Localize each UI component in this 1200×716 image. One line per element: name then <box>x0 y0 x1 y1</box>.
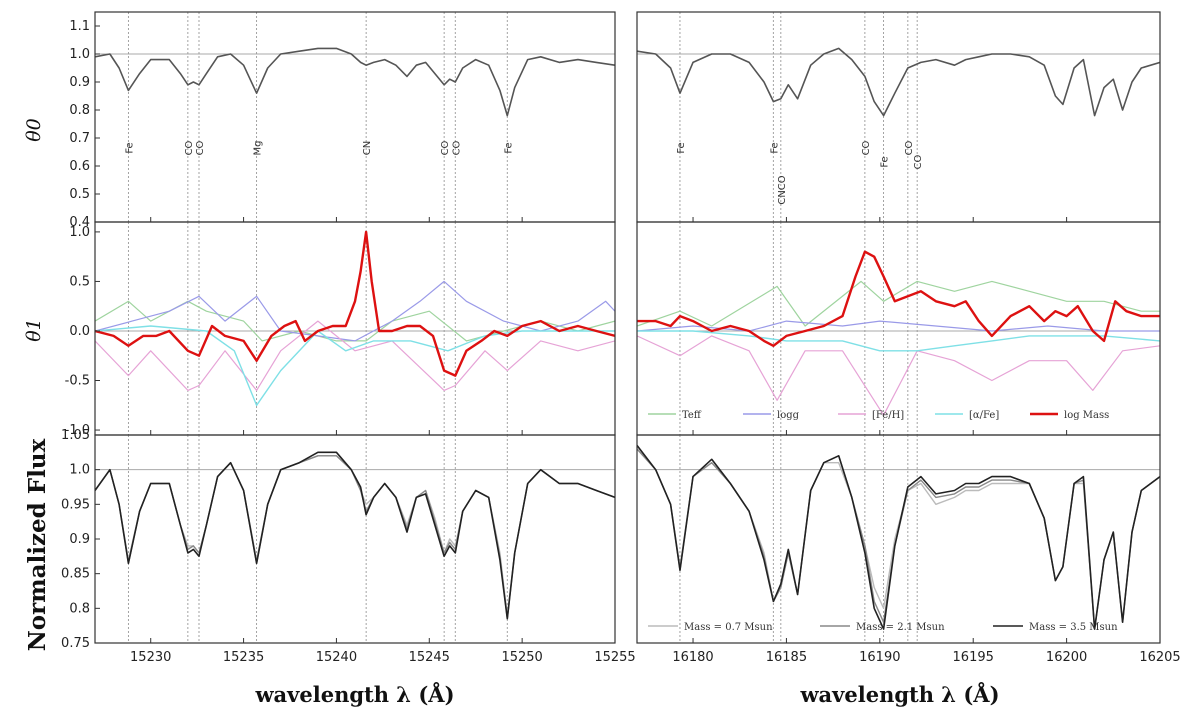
series-line-mass-2-1-msun <box>95 455 615 620</box>
series-line-log-mass <box>95 230 615 377</box>
xlabel-right: wavelength λ (Å) <box>799 682 999 707</box>
x-tick-label: 16190 <box>859 650 900 665</box>
series-line--fe- <box>637 330 1160 352</box>
line-label-fe: Fe <box>769 142 780 153</box>
series-group <box>637 47 1160 117</box>
y-tick-label: 0.0 <box>69 324 90 339</box>
legend-theta1: Teff logg [Fe/H] [α/Fe] log Mass <box>648 410 1109 421</box>
panel-1-row-1 <box>636 221 1161 436</box>
legend-label: Mass = 2.1 Msun <box>856 622 945 633</box>
line-label-co: CO <box>195 140 206 155</box>
ylabel-theta0: θ0 <box>23 118 45 142</box>
x-tick-label: 16185 <box>766 650 807 665</box>
line-label-co: CO <box>913 154 924 169</box>
series-line-teff <box>637 280 1160 327</box>
y-tick-label: 0.75 <box>61 636 90 651</box>
x-tick-label: 15255 <box>594 650 635 665</box>
series-line-theta0 <box>637 47 1160 117</box>
series-line-mass-3-5-msun <box>95 451 615 620</box>
panel-0-row-2: 0.75 0.8 0.85 0.9 0.95 1.0 1.05 15230 15235 15240… <box>61 428 636 665</box>
legend-flux: Mass = 0.7 Msun Mass = 2.1 Msun Mass = 3.5… <box>648 622 1118 633</box>
y-tick-label: 0.5 <box>69 274 90 289</box>
line-label-cn: CN <box>362 141 373 155</box>
line-label-mg: Mg <box>253 141 264 156</box>
y-tick-label: 0.8 <box>69 103 90 118</box>
series-line-log-mass <box>637 250 1160 347</box>
y-tick-label: -0.5 <box>65 374 90 389</box>
y-tick-label: 0.9 <box>69 532 90 547</box>
line-label-co: CO <box>440 140 451 155</box>
line-label-cnco: CNCO <box>777 175 788 204</box>
y-tick-label: 1.05 <box>61 428 90 443</box>
x-tick-label: 15230 <box>130 650 171 665</box>
line-label-co: CO <box>861 140 872 155</box>
ylabel-theta1: θ1 <box>23 318 45 342</box>
series-line--fe-h- <box>95 320 615 391</box>
x-tick-label: 16205 <box>1139 650 1180 665</box>
series-group <box>95 230 615 406</box>
y-tick-label: 0.7 <box>69 131 90 146</box>
y-tick-label: 0.4 <box>69 215 90 230</box>
legend-label: Mass = 0.7 Msun <box>684 622 773 633</box>
y-tick-label: 1.0 <box>69 47 90 62</box>
x-tick-label: 15240 <box>316 650 357 665</box>
series-line-mass-0-7-msun <box>637 448 1160 630</box>
y-tick-label: 1.1 <box>69 19 90 34</box>
axes-frame <box>636 434 1161 644</box>
legend-label: Mass = 3.5 Msun <box>1029 622 1118 633</box>
legend-label: logg <box>777 410 800 421</box>
line-label-fe: Fe <box>503 142 514 153</box>
series-group <box>637 444 1160 630</box>
y-tick-label: 1.0 <box>69 225 90 240</box>
series-line-logg <box>95 280 615 342</box>
panel-1-row-2: 16180 16185 16190 16195 16200 16205 <box>636 434 1181 665</box>
series-group <box>95 451 615 620</box>
panel-0-row-0: 0.40.50.60.70.80.91.01.1Fe CO CO Mg CN CO CO Fe <box>69 11 616 230</box>
y-tick-label: 0.9 <box>69 75 90 90</box>
panel-0-row-1: -1.0 -0.5 0.0 0.5 1.0 <box>65 221 616 438</box>
line-label-co: CO <box>904 140 915 155</box>
xlabel-left: wavelength λ (Å) <box>254 682 454 707</box>
line-label-co: CO <box>184 140 195 155</box>
y-tick-label: -1.0 <box>65 423 90 438</box>
series-line-theta0 <box>95 47 615 117</box>
legend-label: [Fe/H] <box>872 410 904 421</box>
series-line--fe-h- <box>637 335 1160 416</box>
y-tick-label: 0.6 <box>69 159 90 174</box>
x-tick-label: 15245 <box>409 650 450 665</box>
line-label-co: CO <box>451 140 462 155</box>
y-tick-label: 0.8 <box>69 601 90 616</box>
legend-label: [α/Fe] <box>969 410 999 421</box>
series-group <box>95 47 615 117</box>
y-tick-label: 0.95 <box>61 497 90 512</box>
series-line-mass-2-1-msun <box>637 448 1160 630</box>
y-tick-label: 0.85 <box>61 567 90 582</box>
x-tick-label: 16180 <box>672 650 713 665</box>
series-group <box>637 250 1160 416</box>
x-tick-label: 16200 <box>1046 650 1087 665</box>
line-label-fe: Fe <box>124 142 135 153</box>
series-line-mass-0-7-msun <box>95 455 615 616</box>
series-line--fe- <box>95 325 615 406</box>
ylabel-normalized-flux: Normalized Flux <box>24 438 51 651</box>
line-label-fe: Fe <box>676 142 687 153</box>
series-line-logg <box>637 320 1160 332</box>
y-tick-label: 0.5 <box>69 187 90 202</box>
plots-layer: 0.40.50.60.70.80.91.01.1Fe CO CO Mg CN CO CO Fe… <box>61 11 1181 665</box>
y-tick-label: 1.0 <box>69 463 90 478</box>
x-tick-label: 15235 <box>223 650 264 665</box>
axes-frame <box>94 434 616 644</box>
legend-label: log Mass <box>1064 410 1109 421</box>
legend-label: Teff <box>682 410 702 421</box>
axes-frame <box>636 11 1161 223</box>
x-tick-label: 16195 <box>953 650 994 665</box>
series-line-mass-3-5-msun <box>637 444 1160 630</box>
x-tick-label: 15250 <box>501 650 542 665</box>
axes-frame <box>94 11 616 223</box>
line-label-fe: Fe <box>880 156 891 167</box>
